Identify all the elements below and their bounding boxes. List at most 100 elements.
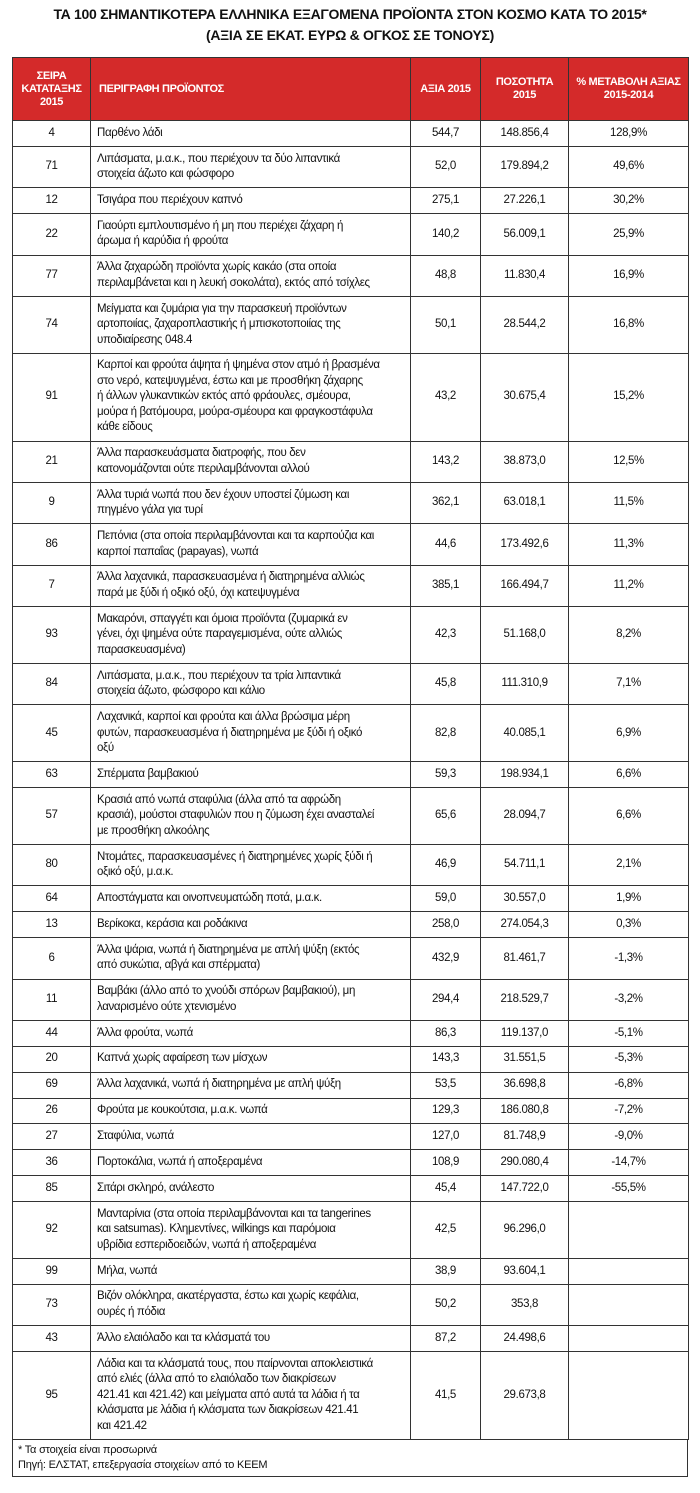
description-line: στοιχεία άζωτο, φώσφορο και κάλιο xyxy=(97,685,265,698)
change-cell: 11,5% xyxy=(568,481,689,525)
change-cell: -5,1% xyxy=(568,1019,689,1047)
quantity-cell: 186.080,8 xyxy=(480,1097,569,1125)
table-row: 77 Άλλα ζαχαρώδη προϊόντα χωρίς κακάο (στ… xyxy=(12,254,689,297)
change-cell: 15,2% xyxy=(568,352,689,442)
table-row: 73 Βιζόν ολόκληρα, ακατέργαστα, έστω και … xyxy=(12,1283,689,1327)
description-cell: Άλλα τυριά νωπά που δεν έχουν υποστεί ζύ… xyxy=(90,481,411,525)
description-line: Μήλα, νωπά xyxy=(97,1264,158,1277)
change-cell: 11,2% xyxy=(568,564,689,608)
quantity-cell: 147.722,0 xyxy=(480,1175,569,1202)
table-row: 99 Μήλα, νωπά 38,9 93.604,1 xyxy=(12,1257,689,1285)
rank-cell: 22 xyxy=(12,213,91,256)
value-cell: 38,9 xyxy=(410,1257,481,1285)
description-line: οξύ xyxy=(97,742,114,755)
table-row: 12 Τσιγάρα που περιέχουν καπνό 275,1 27.226… xyxy=(12,187,689,215)
description-cell: Αποστάγματα και οινοπνευματώδη ποτά, μ.α… xyxy=(90,885,411,913)
rank-cell: 6 xyxy=(12,937,91,980)
rank-cell: 69 xyxy=(12,1071,91,1099)
value-cell: 65,6 xyxy=(410,787,481,845)
description-cell: Κρασιά από νωπά σταφύλια (άλλα από τα αφ… xyxy=(90,787,411,845)
table-row: 86 Πεπόνια (στα οποία περιλαμβάνονται και… xyxy=(12,523,689,566)
description-line: κρασιά), μούστοι σταφυλιών που η ζύμωση … xyxy=(97,809,375,822)
description-cell: Βαμβάκι (άλλο από το χνούδι σπόρων βαμβα… xyxy=(90,978,411,1021)
quantity-cell: 38.873,0 xyxy=(480,440,569,484)
rank-cell: 9 xyxy=(12,481,91,525)
rank-cell: 20 xyxy=(12,1045,91,1073)
rank-cell: 93 xyxy=(12,606,91,664)
table-row: 95 Λάδια και τα κλάσματά τους, που παίρνο… xyxy=(12,1351,689,1440)
quantity-cell: 274.054,3 xyxy=(480,911,569,939)
description-line: 421.41 και 421.42) και μείγματα από αυτά… xyxy=(97,1388,360,1401)
table-row: 74 Μείγματα και ζυμάρια για την παρασκευή… xyxy=(12,295,689,354)
change-cell: 7,1% xyxy=(568,662,689,706)
rank-cell: 26 xyxy=(12,1097,91,1125)
value-cell: 59,0 xyxy=(410,885,481,913)
change-cell xyxy=(568,1257,689,1285)
quantity-cell: 179.894,2 xyxy=(480,145,569,189)
table-row: 20 Καπνά χωρίς αφαίρεση των μίσχων 143,3 31… xyxy=(12,1045,689,1073)
quantity-cell: 218.529,7 xyxy=(480,978,569,1021)
change-cell: 2,1% xyxy=(568,843,689,887)
table-row: 26 Φρούτα με κουκούτσια, μ.α.κ. νωπά 129,3… xyxy=(12,1097,689,1125)
description-cell: Γιαούρτι εμπλουτισμένο ή μη που περιέχει… xyxy=(90,213,411,256)
description-cell: Άλλα λαχανικά, παρασκευασμένα ή διατηρημ… xyxy=(90,564,411,608)
header-cell: % ΜΕΤΑΒΟΛΗ ΑΞΙΑΣ 2015-2014 xyxy=(568,57,689,121)
description-line: Πορτοκάλια, νωπά ή αποξεραμένα xyxy=(97,1155,263,1168)
description-cell: Λάδια και τα κλάσματά τους, που παίρνοντ… xyxy=(90,1351,411,1440)
description-cell: Μήλα, νωπά xyxy=(90,1257,411,1285)
value-cell: 108,9 xyxy=(410,1149,481,1177)
value-cell: 50,2 xyxy=(410,1283,481,1327)
description-line: στο νερό, κατεψυγμένα, έστω και με προσθ… xyxy=(97,374,363,387)
rank-cell: 63 xyxy=(12,761,91,789)
value-cell: 129,3 xyxy=(410,1097,481,1125)
quantity-cell: 24.498,6 xyxy=(480,1325,569,1352)
description-line: οξικό οξύ, μ.α.κ. xyxy=(97,866,174,879)
table-row: 80 Ντομάτες, παρασκευασμένες ή διατηρημέν… xyxy=(12,843,689,887)
footnotes: * Τα στοιχεία είναι προσωρινά Πηγή: ΕΛΣΤΑ… xyxy=(12,1440,688,1477)
description-line: Αποστάγματα και οινοπνευματώδη ποτά, μ.α… xyxy=(97,892,322,905)
change-cell: 6,6% xyxy=(568,787,689,845)
footnote: Πηγή: ΕΛΣΤΑΤ, επεξεργασία στοιχείων από … xyxy=(18,1459,268,1471)
description-cell: Λιπάσματα, μ.α.κ., που περιέχουν τα δύο … xyxy=(90,145,411,189)
description-line: υβρίδια εσπεριδοειδών, νωπά ή αποξεραμέν… xyxy=(97,1238,317,1251)
rank-cell: 84 xyxy=(12,662,91,706)
value-cell: 544,7 xyxy=(410,120,481,147)
change-cell: 49,6% xyxy=(568,145,689,189)
description-cell: Καπνά χωρίς αφαίρεση των μίσχων xyxy=(90,1045,411,1073)
change-cell: 128,9% xyxy=(568,120,689,147)
change-cell: -1,3% xyxy=(568,937,689,980)
rank-cell: 7 xyxy=(12,564,91,608)
change-cell: -14,7% xyxy=(568,1149,689,1177)
change-cell: -6,8% xyxy=(568,1071,689,1099)
table-row: 36 Πορτοκάλια, νωπά ή αποξεραμένα 108,9 290… xyxy=(12,1149,689,1177)
value-cell: 275,1 xyxy=(410,187,481,215)
title-line: ΤΑ 100 ΣΗΜΑΝΤΙΚΟΤΕΡΑ ΕΛΛΗΝΙΚΑ ΕΞΑΓΟΜΕΝΑ … xyxy=(53,6,647,22)
description-line: και 421.42 xyxy=(97,1419,147,1432)
description-line: Παρθένο λάδι xyxy=(97,126,163,139)
description-line: και satsumas). Κλημεντίνες, wilkings και… xyxy=(97,1223,336,1236)
description-line: Καρποί και φρούτα άψητα ή ψημένα στον ατ… xyxy=(97,359,380,372)
description-line: παρά με ξύδι ή οξικό οξύ, όχι κατεψυγμέν… xyxy=(97,586,300,599)
quantity-cell: 81.461,7 xyxy=(480,937,569,980)
description-line: Λιπάσματα, μ.α.κ., που περιέχουν τα τρία… xyxy=(97,669,341,682)
description-line: Σπέρματα βαμβακιού xyxy=(97,767,199,780)
title: ΤΑ 100 ΣΗΜΑΝΤΙΚΟΤΕΡΑ ΕΛΛΗΝΙΚΑ ΕΞΑΓΟΜΕΝΑ … xyxy=(0,0,700,53)
subtitle-line: (ΑΞΙΑ ΣΕ ΕΚΑΤ. ΕΥΡΩ & ΟΓΚΟΣ ΣΕ ΤΟΝΟΥΣ) xyxy=(205,27,494,43)
table-row: 93 Μακαρόνι, σπαγγέτι και όμοια προϊόντα … xyxy=(12,606,689,664)
table-row: 84 Λιπάσματα, μ.α.κ., που περιέχουν τα τρ… xyxy=(12,662,689,706)
description-cell: Σταφύλια, νωπά xyxy=(90,1123,411,1151)
quantity-cell: 51.168,0 xyxy=(480,606,569,664)
quantity-cell: 96.296,0 xyxy=(480,1201,569,1259)
quantity-cell: 111.310,9 xyxy=(480,662,569,706)
change-cell: -9,0% xyxy=(568,1123,689,1151)
description-line: Λιπάσματα, μ.α.κ., που περιέχουν τα δύο … xyxy=(97,152,340,165)
rank-cell: 27 xyxy=(12,1123,91,1151)
quantity-cell: 11.830,4 xyxy=(480,254,569,297)
table-row: 7 Άλλα λαχανικά, παρασκευασμένα ή διατηρη… xyxy=(12,564,689,608)
description-cell: Άλλα φρούτα, νωπά xyxy=(90,1019,411,1047)
table-row: 63 Σπέρματα βαμβακιού 59,3 198.934,1 6,6% xyxy=(12,761,689,789)
description-line: Βιζόν ολόκληρα, ακατέργαστα, έστω και χω… xyxy=(97,1290,359,1303)
description-line: Άλλα λαχανικά, παρασκευασμένα ή διατηρημ… xyxy=(97,571,365,584)
table-row: 43 Άλλο ελαιόλαδο και τα κλάσματά του 87,2… xyxy=(12,1325,689,1352)
value-cell: 59,3 xyxy=(410,761,481,789)
